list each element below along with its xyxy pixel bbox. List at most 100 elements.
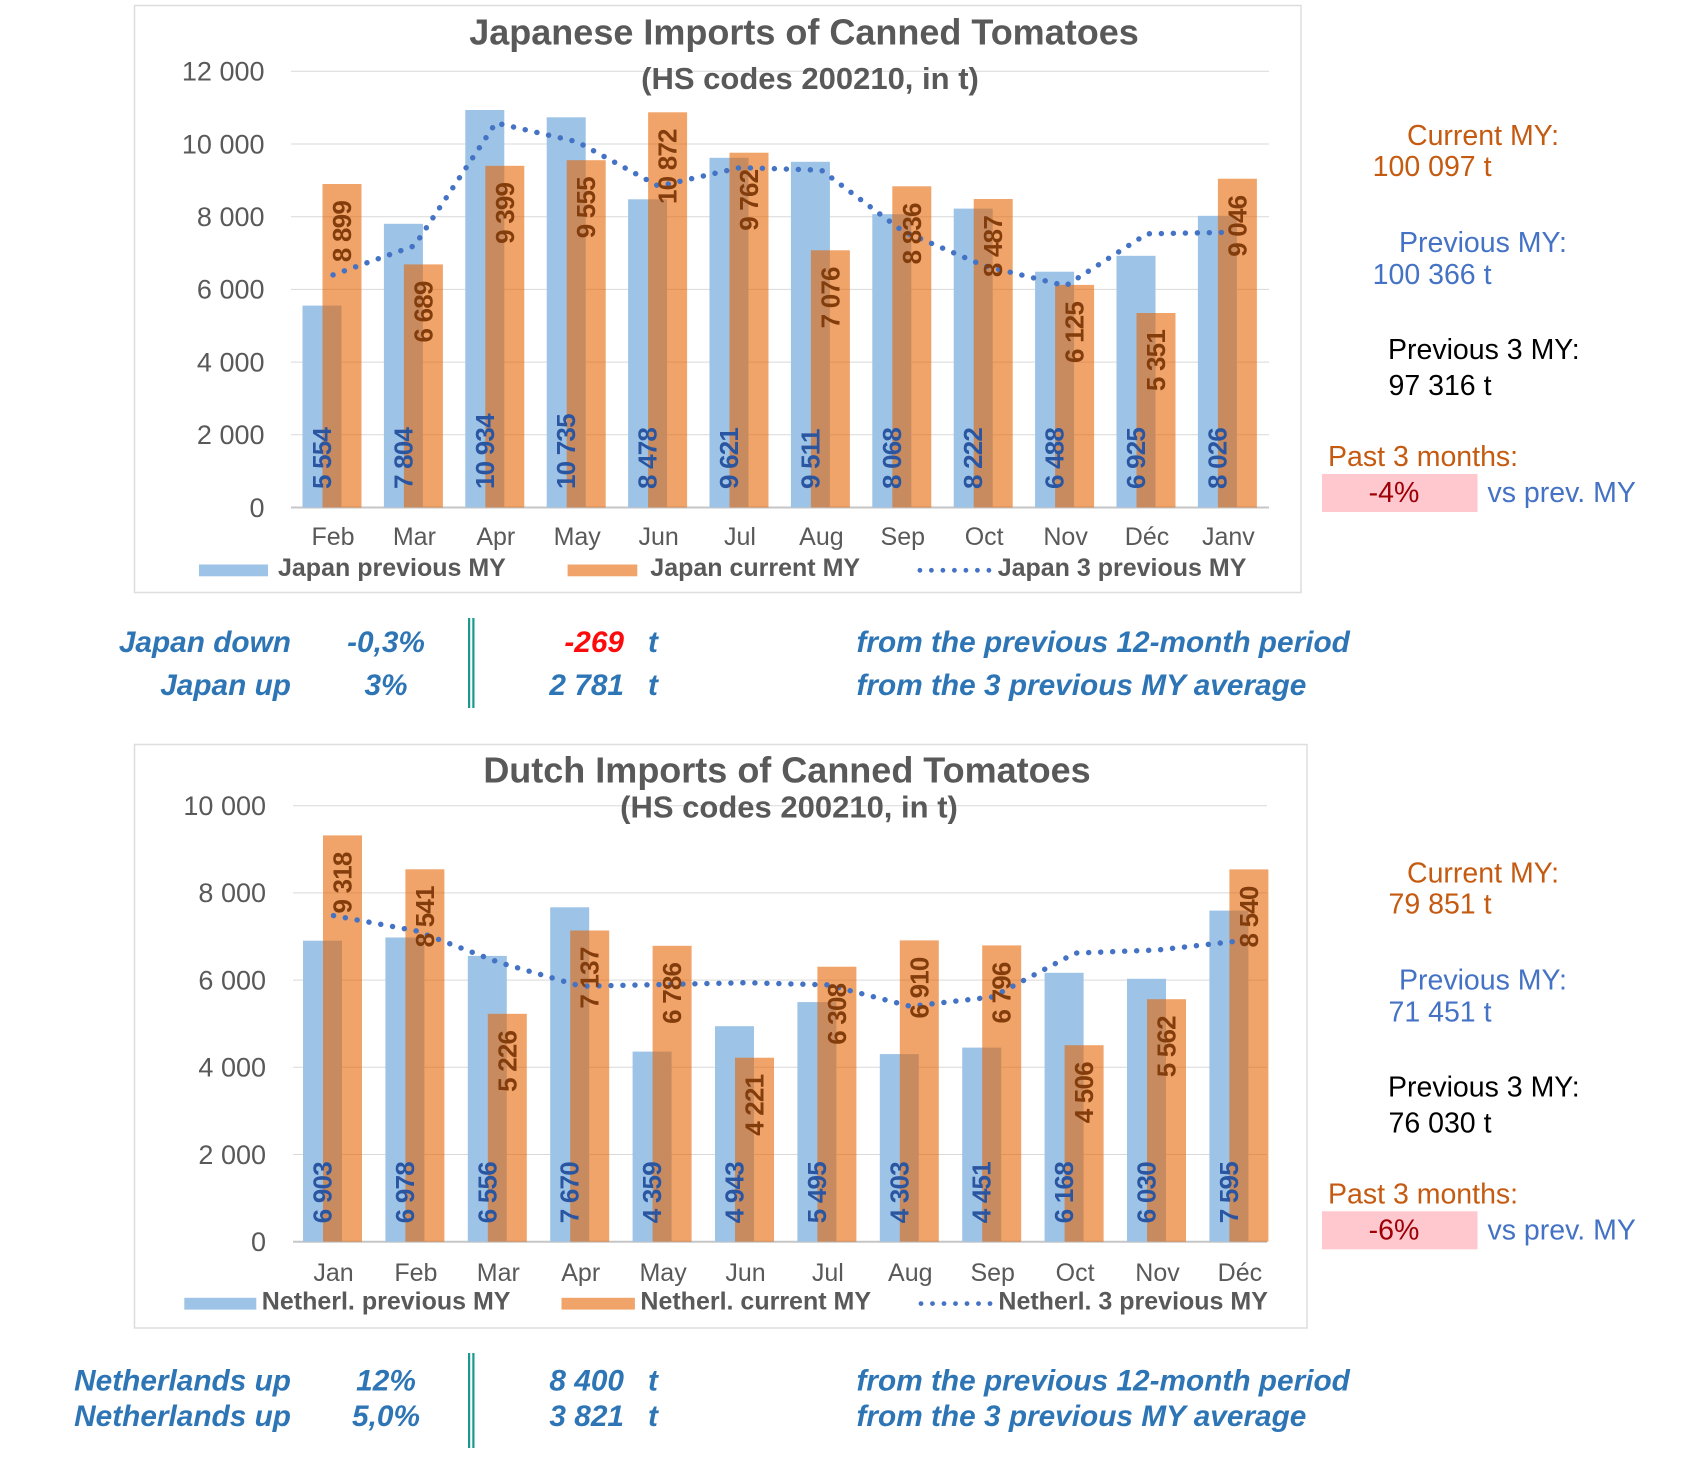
svg-text:Mar: Mar	[393, 523, 436, 551]
svg-text:6 786: 6 786	[657, 962, 687, 1023]
svg-text:-4%: -4%	[1369, 477, 1420, 509]
svg-text:8 836: 8 836	[897, 203, 927, 264]
svg-text:Netherl. previous MY: Netherl. previous MY	[262, 1288, 511, 1316]
svg-text:6 903: 6 903	[308, 1162, 338, 1223]
svg-text:8 540: 8 540	[1234, 886, 1264, 947]
svg-text:Japan previous MY: Japan previous MY	[278, 554, 506, 582]
svg-text:4 000: 4 000	[197, 347, 265, 377]
svg-text:May: May	[554, 523, 602, 551]
svg-text:10 000: 10 000	[183, 791, 266, 821]
svg-text:79 851 t: 79 851 t	[1388, 888, 1491, 920]
svg-text:6 488: 6 488	[1040, 428, 1070, 489]
svg-text:8 478: 8 478	[633, 428, 663, 489]
svg-text:10 934: 10 934	[470, 413, 500, 489]
svg-text:from the previous 12-month per: from the previous 12-month period	[857, 626, 1351, 659]
svg-text:5 226: 5 226	[492, 1030, 522, 1091]
svg-text:from the 3 previous MY average: from the 3 previous MY average	[857, 669, 1307, 702]
svg-text:6 978: 6 978	[390, 1162, 420, 1223]
svg-text:7 595: 7 595	[1214, 1162, 1244, 1223]
svg-text:Sep: Sep	[970, 1259, 1014, 1287]
svg-text:-0,3%: -0,3%	[347, 626, 425, 659]
svg-text:Japanese Imports of Canned Tom: Japanese Imports of Canned Tomatoes	[469, 12, 1138, 53]
svg-text:Nov: Nov	[1135, 1259, 1180, 1287]
svg-text:3 821: 3 821	[549, 1400, 624, 1433]
svg-text:8 000: 8 000	[197, 202, 265, 232]
svg-text:Nov: Nov	[1043, 523, 1088, 551]
svg-text:Current MY:: Current MY:	[1407, 120, 1559, 152]
svg-text:Japan down: Japan down	[119, 626, 291, 659]
svg-text:5 495: 5 495	[802, 1162, 832, 1223]
svg-text:Jan: Jan	[313, 1259, 353, 1287]
svg-text:10 735: 10 735	[551, 414, 581, 489]
svg-text:Feb: Feb	[311, 523, 354, 551]
svg-text:6 556: 6 556	[472, 1162, 502, 1223]
svg-text:4 943: 4 943	[720, 1162, 750, 1223]
svg-text:Aug: Aug	[799, 523, 843, 551]
svg-text:vs prev. MY: vs prev. MY	[1488, 477, 1636, 509]
svg-text:6 030: 6 030	[1132, 1162, 1162, 1223]
svg-text:6 925: 6 925	[1121, 428, 1151, 489]
svg-text:8 400: 8 400	[549, 1365, 624, 1398]
svg-text:Netherlands up: Netherlands up	[74, 1400, 291, 1433]
svg-text:12 000: 12 000	[182, 57, 265, 87]
svg-text:8 222: 8 222	[958, 428, 988, 489]
svg-text:7 076: 7 076	[815, 267, 845, 328]
svg-text:2 781: 2 781	[548, 669, 624, 702]
svg-text:t: t	[648, 1365, 659, 1398]
svg-text:9 511: 9 511	[795, 429, 825, 489]
svg-text:6 000: 6 000	[198, 965, 266, 995]
svg-text:Janv: Janv	[1202, 523, 1255, 551]
svg-text:Previous MY:: Previous MY:	[1399, 964, 1567, 996]
svg-text:10 872: 10 872	[653, 129, 683, 204]
svg-text:Netherl. 3 previous MY: Netherl. 3 previous MY	[998, 1288, 1268, 1316]
svg-text:5 351: 5 351	[1141, 330, 1171, 391]
svg-text:Past 3 months:: Past 3 months:	[1328, 1178, 1518, 1210]
svg-text:100 366 t: 100 366 t	[1373, 259, 1492, 291]
svg-text:from the previous 12-month per: from the previous 12-month period	[857, 1365, 1351, 1398]
svg-text:4 451: 4 451	[967, 1162, 997, 1223]
svg-text:8 068: 8 068	[877, 428, 907, 489]
svg-text:Jul: Jul	[724, 523, 756, 551]
svg-text:9 555: 9 555	[571, 177, 601, 238]
svg-text:Aug: Aug	[888, 1259, 932, 1287]
svg-text:t: t	[648, 1400, 659, 1433]
svg-text:4 303: 4 303	[884, 1162, 914, 1223]
svg-text:6 796: 6 796	[987, 962, 1017, 1023]
svg-text:Sep: Sep	[881, 523, 925, 551]
svg-text:Oct: Oct	[965, 523, 1004, 551]
svg-text:6 689: 6 689	[408, 281, 438, 342]
svg-text:0: 0	[251, 1227, 266, 1257]
svg-text:6 910: 6 910	[904, 957, 934, 1018]
svg-text:Japan current MY: Japan current MY	[650, 554, 860, 582]
svg-text:8 000: 8 000	[198, 878, 266, 908]
svg-text:8 487: 8 487	[978, 216, 1008, 277]
svg-text:4 000: 4 000	[198, 1053, 266, 1083]
svg-text:97 316 t: 97 316 t	[1388, 370, 1491, 402]
svg-text:Netherlands up: Netherlands up	[74, 1365, 291, 1398]
svg-text:100 097 t: 100 097 t	[1373, 151, 1492, 183]
svg-text:9 318: 9 318	[328, 852, 358, 913]
svg-text:7 670: 7 670	[555, 1162, 585, 1223]
svg-text:Japan 3 previous MY: Japan 3 previous MY	[998, 554, 1247, 582]
svg-text:9 762: 9 762	[734, 169, 764, 230]
svg-text:5 562: 5 562	[1152, 1016, 1182, 1077]
svg-text:10 000: 10 000	[182, 129, 265, 159]
svg-text:9 621: 9 621	[714, 428, 744, 489]
svg-text:vs prev. MY: vs prev. MY	[1488, 1214, 1636, 1246]
svg-text:Mar: Mar	[477, 1259, 520, 1287]
svg-text:Dutch Imports of Canned Tomato: Dutch Imports of Canned Tomatoes	[483, 750, 1090, 791]
svg-text:76 030 t: 76 030 t	[1388, 1107, 1491, 1139]
svg-text:Oct: Oct	[1056, 1259, 1095, 1287]
svg-text:8 899: 8 899	[327, 201, 357, 262]
svg-text:4 359: 4 359	[637, 1162, 667, 1223]
svg-text:Apr: Apr	[476, 523, 515, 551]
svg-text:9 399: 9 399	[490, 182, 520, 243]
svg-text:t: t	[648, 626, 659, 659]
svg-text:12%: 12%	[356, 1365, 416, 1398]
svg-text:2 000: 2 000	[198, 1140, 266, 1170]
svg-text:Déc: Déc	[1125, 523, 1169, 551]
svg-text:Jun: Jun	[725, 1259, 765, 1287]
svg-text:9 046: 9 046	[1222, 195, 1252, 256]
svg-text:Netherl. current MY: Netherl. current MY	[640, 1288, 871, 1316]
svg-text:6 125: 6 125	[1060, 302, 1090, 363]
